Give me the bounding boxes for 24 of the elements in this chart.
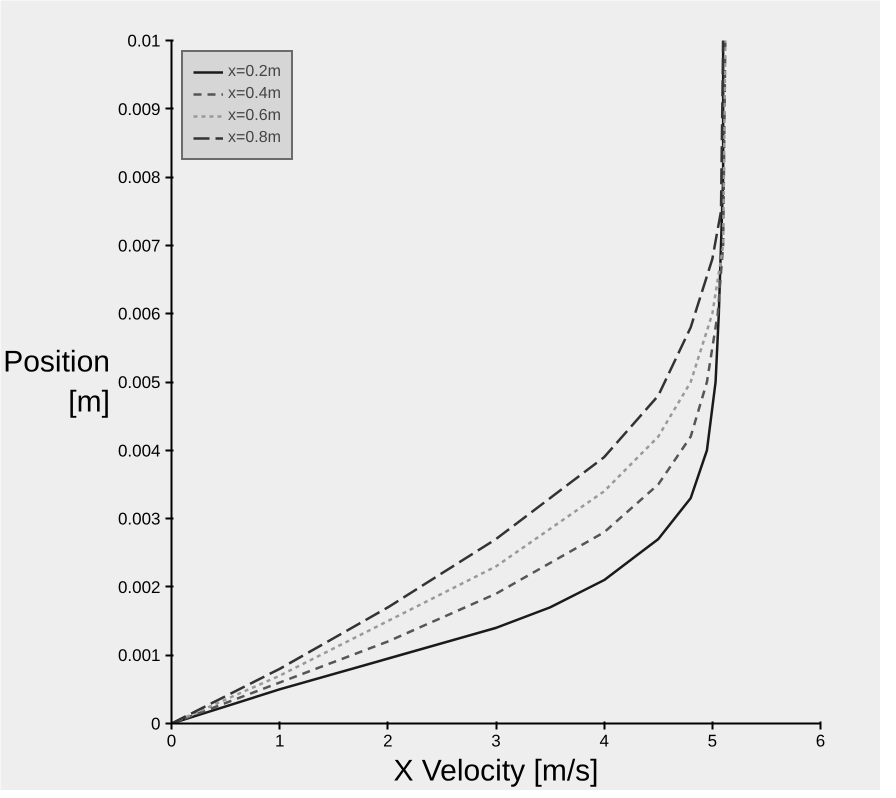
x-tick-label: 4 <box>599 732 609 750</box>
legend-label: x=0.8m <box>228 129 281 147</box>
y-tick-label: 0.008 <box>118 168 161 188</box>
x-tick-label: 2 <box>383 732 393 750</box>
legend-label: x=0.4m <box>228 85 281 103</box>
y-tick-label: 0 <box>151 714 161 734</box>
legend-label: x=0.2m <box>228 63 281 81</box>
y-tick-label: 0.009 <box>118 100 161 119</box>
y-tick-label: 0.002 <box>118 578 161 597</box>
y-tick-label: 0.006 <box>118 304 161 324</box>
y-tick-label: 0.007 <box>118 236 161 256</box>
x-tick-label: 6 <box>816 732 826 750</box>
y-tick-label: 0.004 <box>118 441 161 460</box>
y-tick-label: 0.001 <box>118 646 161 666</box>
y-axis-title: Position [m] <box>3 346 110 418</box>
x-axis-title: X Velocity [m/s] <box>393 754 599 788</box>
y-tick-label: 0.005 <box>118 373 161 392</box>
y-tick-label: 0.003 <box>118 510 161 529</box>
x-tick-label: 3 <box>491 732 501 750</box>
x-tick-label: 5 <box>708 732 718 750</box>
x-tick-label: 1 <box>274 732 284 750</box>
x-tick-label: 0 <box>166 732 176 750</box>
legend-label: x=0.6m <box>228 107 281 125</box>
y-tick-label: 0.01 <box>127 32 161 50</box>
